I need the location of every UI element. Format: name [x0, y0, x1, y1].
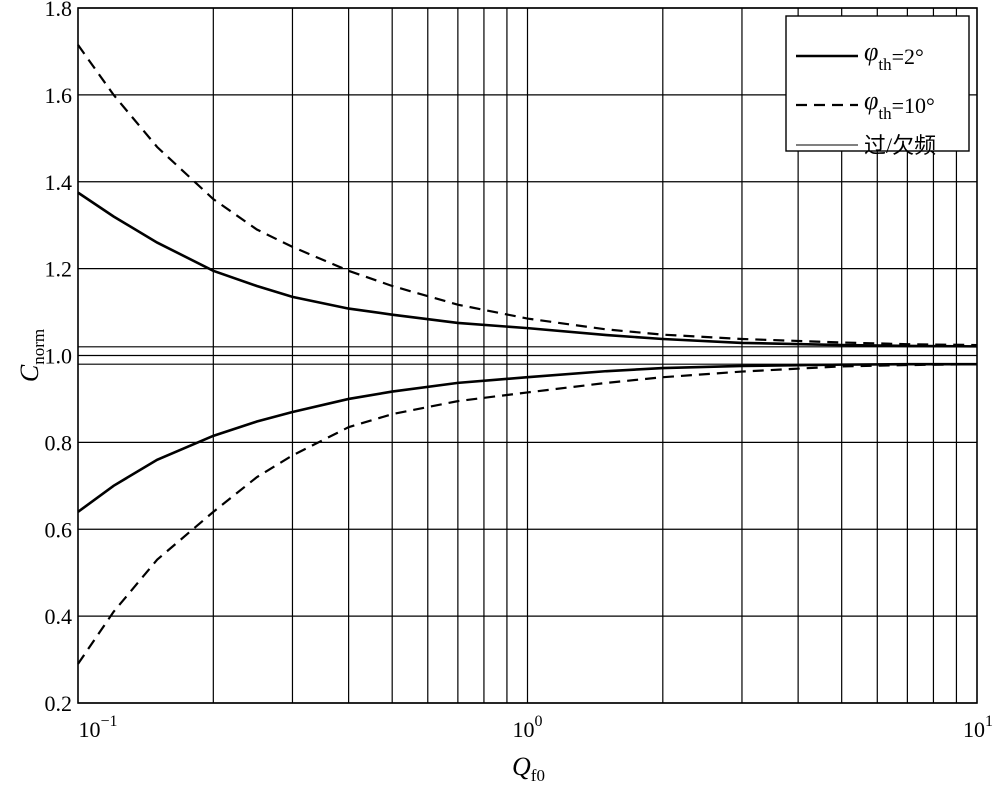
- legend-label: 过/欠频: [864, 133, 936, 158]
- y-tick-label: 1.4: [45, 170, 73, 195]
- y-tick-label: 1.8: [45, 0, 73, 21]
- y-tick-label: 0.6: [45, 517, 73, 542]
- y-tick-label: 0.8: [45, 430, 73, 455]
- plot-frame: [77, 7, 978, 704]
- x-tick-label: 101: [963, 713, 993, 742]
- series-line-0: [77, 191, 978, 348]
- x-tick-label: 100: [513, 713, 543, 742]
- y-tick-label: 0.2: [45, 691, 73, 716]
- y-axis-title: Cnorm: [15, 329, 48, 382]
- legend-label: φth=10°: [864, 86, 935, 123]
- series-line-1: [77, 362, 977, 513]
- series-line-3: [77, 363, 978, 665]
- x-tick-label: 10−1: [78, 713, 117, 742]
- y-tick-label: 1.6: [45, 83, 73, 108]
- y-tick-label: 1.0: [45, 344, 73, 369]
- x-axis-ticks: 10−1 100 101: [78, 713, 993, 742]
- legend-label: φth=2°: [864, 37, 924, 74]
- series-line-2: [77, 44, 978, 347]
- plot-series: [77, 44, 978, 665]
- legend: φth=2° φth=10° 过/欠频: [785, 15, 970, 158]
- legend-box: [785, 15, 970, 152]
- y-tick-label: 0.4: [45, 604, 73, 629]
- y-axis-ticks: 0.2 0.4 0.6 0.8 1.0 1.2 1.4 1.6 1.8: [45, 0, 73, 716]
- x-axis-title: Qf0: [512, 752, 545, 785]
- y-tick-label: 1.2: [45, 257, 73, 282]
